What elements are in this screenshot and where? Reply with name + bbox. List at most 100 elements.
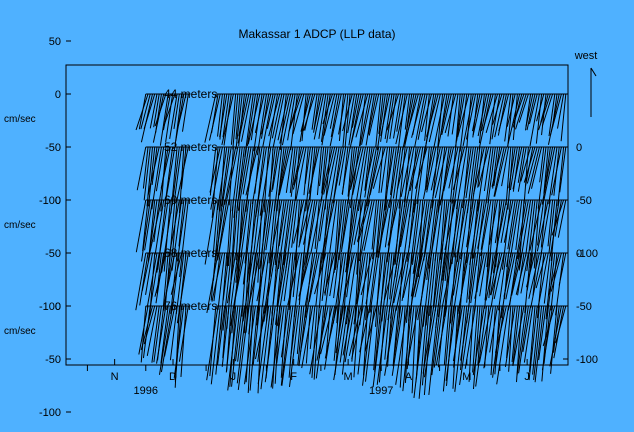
stick-vector bbox=[372, 146, 386, 189]
stick-vector bbox=[409, 146, 422, 192]
y-tick-label: -100 bbox=[39, 407, 61, 419]
stick-vector bbox=[422, 305, 435, 374]
stick-vector bbox=[151, 305, 160, 363]
stick-vector bbox=[417, 93, 428, 140]
stick-vector bbox=[178, 305, 189, 362]
stick-vector bbox=[206, 252, 219, 314]
stick-vector bbox=[432, 146, 444, 199]
stick-vector bbox=[474, 252, 485, 299]
stick-vector bbox=[557, 199, 567, 238]
stick-vector bbox=[169, 93, 178, 139]
stick-vector bbox=[489, 305, 499, 353]
stick-vector bbox=[298, 252, 309, 301]
stick-vector bbox=[348, 93, 358, 146]
stick-vector bbox=[283, 252, 292, 302]
plot-frame bbox=[65, 64, 569, 366]
stick-vector bbox=[347, 93, 355, 134]
stick-vector bbox=[548, 93, 556, 137]
stick-vector bbox=[175, 93, 185, 141]
stick-vector bbox=[447, 93, 455, 137]
stick-vector bbox=[445, 305, 457, 381]
stick-vector bbox=[525, 252, 536, 288]
stick-vector bbox=[434, 146, 448, 198]
stick-vector bbox=[426, 93, 439, 137]
stick-vector bbox=[392, 305, 402, 367]
stick-vector bbox=[365, 252, 375, 304]
stick-vector bbox=[408, 252, 422, 321]
stick-vector bbox=[140, 93, 151, 130]
stick-vector bbox=[142, 146, 149, 189]
stick-vector bbox=[289, 146, 296, 194]
stick-vector bbox=[536, 199, 549, 252]
x-tick-label: J bbox=[231, 371, 237, 383]
stick-vector bbox=[219, 93, 228, 138]
y-tick-label: 50 bbox=[49, 36, 61, 48]
stick-vector bbox=[395, 146, 404, 204]
stick-vector bbox=[478, 146, 490, 187]
stick-vector bbox=[142, 199, 149, 252]
stick-vector bbox=[169, 305, 178, 361]
stick-vector bbox=[460, 199, 470, 260]
stick-vector bbox=[277, 93, 289, 141]
stick-vector bbox=[423, 199, 435, 258]
stick-vector bbox=[206, 305, 219, 381]
stick-vector bbox=[209, 146, 221, 193]
stick-vector bbox=[366, 146, 380, 207]
stick-vector bbox=[357, 199, 371, 243]
stick-vector bbox=[451, 146, 461, 204]
stick-vector bbox=[344, 305, 355, 363]
stick-vector bbox=[454, 305, 466, 392]
stick-vector bbox=[507, 93, 521, 146]
stick-vector bbox=[466, 93, 472, 148]
stick-vector bbox=[443, 146, 455, 192]
stick-vector bbox=[222, 305, 228, 359]
stick-vector bbox=[470, 146, 479, 203]
stick-vector bbox=[428, 305, 439, 396]
stick-vector bbox=[417, 199, 428, 275]
stick-vector bbox=[144, 199, 153, 251]
stick-vector bbox=[227, 305, 239, 391]
stick-vector bbox=[204, 93, 217, 143]
stick-vector bbox=[380, 93, 391, 137]
stick-vector bbox=[526, 199, 536, 272]
stick-vector bbox=[237, 305, 245, 362]
stick-vector bbox=[313, 93, 325, 140]
stick-vector bbox=[414, 252, 426, 298]
stick-vector bbox=[360, 199, 373, 256]
stick-vector bbox=[528, 305, 538, 381]
stick-vector bbox=[515, 93, 527, 130]
stick-vector bbox=[456, 93, 466, 142]
stick-vector bbox=[226, 252, 237, 304]
stick-vector bbox=[547, 93, 560, 145]
stick-vector bbox=[344, 93, 351, 148]
stick-vector bbox=[560, 93, 567, 142]
stick-vector bbox=[559, 146, 567, 193]
stick-vector bbox=[277, 146, 287, 196]
stick-vector bbox=[268, 93, 278, 149]
stick-vector bbox=[330, 93, 340, 138]
stick-vector bbox=[352, 146, 364, 196]
stick-vector bbox=[512, 305, 525, 367]
stick-vector bbox=[164, 305, 176, 357]
stick-vector bbox=[324, 252, 336, 294]
stick-vector bbox=[155, 146, 165, 192]
stick-vector bbox=[359, 252, 369, 326]
stick-vector bbox=[548, 252, 560, 296]
stick-vector bbox=[347, 146, 355, 204]
stick-vector bbox=[271, 146, 278, 193]
stick-vector bbox=[396, 93, 404, 132]
stick-vector bbox=[220, 146, 230, 207]
stick-vector bbox=[424, 146, 430, 191]
stick-vector bbox=[232, 93, 239, 150]
stick-vector bbox=[471, 93, 481, 132]
stick-vector bbox=[365, 146, 377, 209]
stick-vector bbox=[384, 305, 391, 360]
stick-vector bbox=[537, 199, 545, 246]
stick-vector bbox=[254, 305, 267, 360]
stick-vector bbox=[437, 146, 446, 213]
stick-vector bbox=[140, 305, 147, 363]
stick-vector bbox=[452, 252, 461, 296]
stick-vector bbox=[303, 146, 309, 196]
stick-vector bbox=[288, 252, 296, 310]
stick-vector bbox=[558, 252, 567, 286]
